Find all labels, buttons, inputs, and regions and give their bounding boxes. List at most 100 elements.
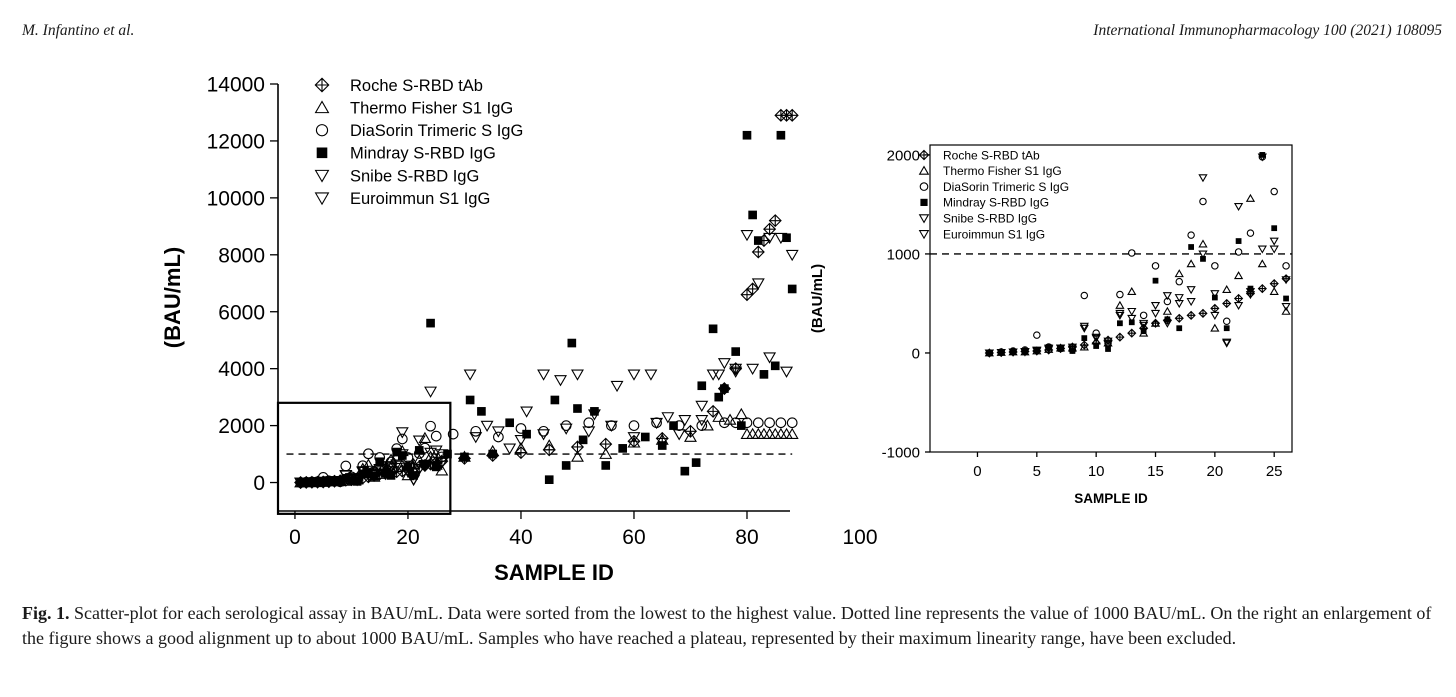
data-point [1055,344,1066,353]
y-tick-label: 2000 [218,415,265,438]
y-tick-label: 1000 [887,246,920,263]
legend: Roche S-RBD tAb Thermo Fisher S1 IgG DiaSo… [918,148,1069,241]
data-point [1115,311,1125,320]
data-point [737,421,746,430]
data-point [1222,284,1232,294]
x-tick-label: 20 [396,526,419,549]
y-tick-label: 0 [253,472,265,495]
y-tick-label: 8000 [218,244,265,267]
data-point [1257,153,1267,162]
legend-label: Mindray S-RBD IgG [943,196,1049,210]
data-point [307,477,317,487]
x-tick-label: 20 [1207,463,1224,480]
data-point [1246,229,1255,237]
legend-marker [918,230,930,240]
data-point [1281,306,1291,315]
data-point [996,349,1006,358]
data-point [1188,244,1194,250]
data-point [1281,302,1291,312]
data-point [1115,300,1125,309]
data-point [696,420,708,431]
data-point [1150,309,1161,318]
data-point [1245,193,1256,202]
data-point [1175,277,1183,286]
data-point [395,449,409,461]
data-point [691,458,701,467]
y-axis-label: (BAU/mL) [160,247,185,348]
data-point [330,477,339,486]
data-point [1210,323,1220,332]
data-point [1022,348,1028,355]
series-5 [294,352,794,489]
data-point [1127,286,1137,295]
legend-marker [919,182,929,191]
data-point [1010,349,1016,355]
data-point [503,443,517,455]
legend-label: Roche S-RBD tAb [350,77,483,95]
data-point [731,347,741,356]
data-point [1176,325,1183,332]
data-point [1257,283,1267,294]
data-point [522,429,531,439]
data-point [1128,249,1136,257]
data-point [604,420,618,432]
data-point [378,469,392,481]
data-point [582,426,596,438]
data-point [768,427,782,440]
data-point [414,446,424,455]
data-point [403,462,413,471]
data-point [785,249,799,262]
data-point [313,477,322,487]
data-point [401,466,415,479]
data-point [785,427,799,440]
data-point [1162,292,1173,301]
data-point [1198,174,1208,183]
data-point [573,404,582,413]
x-tick-label: 60 [622,526,645,549]
data-point [390,459,404,471]
data-point [435,457,449,469]
data-point [706,404,720,418]
data-point [583,417,595,429]
data-point [1127,328,1137,338]
data-point [1057,346,1064,352]
data-point [1008,348,1018,357]
data-point [1174,269,1184,278]
data-point [1174,300,1184,309]
x-tick-label: 0 [289,526,301,549]
data-point [447,428,459,440]
data-point [770,361,780,371]
data-point [567,338,577,348]
data-point [350,475,364,487]
data-point [780,366,794,378]
data-point [618,444,627,453]
data-point [1079,324,1089,333]
data-point [740,288,754,302]
data-point [1080,291,1089,300]
y-tick-label: 6000 [218,301,265,324]
data-point [333,476,347,488]
data-point [561,461,571,470]
x-tick-label: 15 [1147,463,1164,480]
data-point [1150,318,1161,327]
data-point [1105,346,1111,352]
data-point [1115,309,1125,318]
data-point [335,477,345,487]
data-point [780,427,794,440]
data-point [1222,339,1232,348]
data-point [1139,319,1149,328]
legend-label: Snibe S-RBD IgG [943,212,1037,226]
data-point [1033,331,1041,339]
data-point [1093,343,1100,349]
data-point [748,210,757,220]
data-point [396,433,408,445]
data-point [469,432,483,444]
data-point [657,441,667,450]
data-point [480,420,494,432]
data-point [628,420,640,431]
data-point [1152,277,1159,284]
data-point [542,439,556,451]
data-point [1092,329,1100,337]
data-point [435,449,449,461]
data-point [1186,310,1196,320]
